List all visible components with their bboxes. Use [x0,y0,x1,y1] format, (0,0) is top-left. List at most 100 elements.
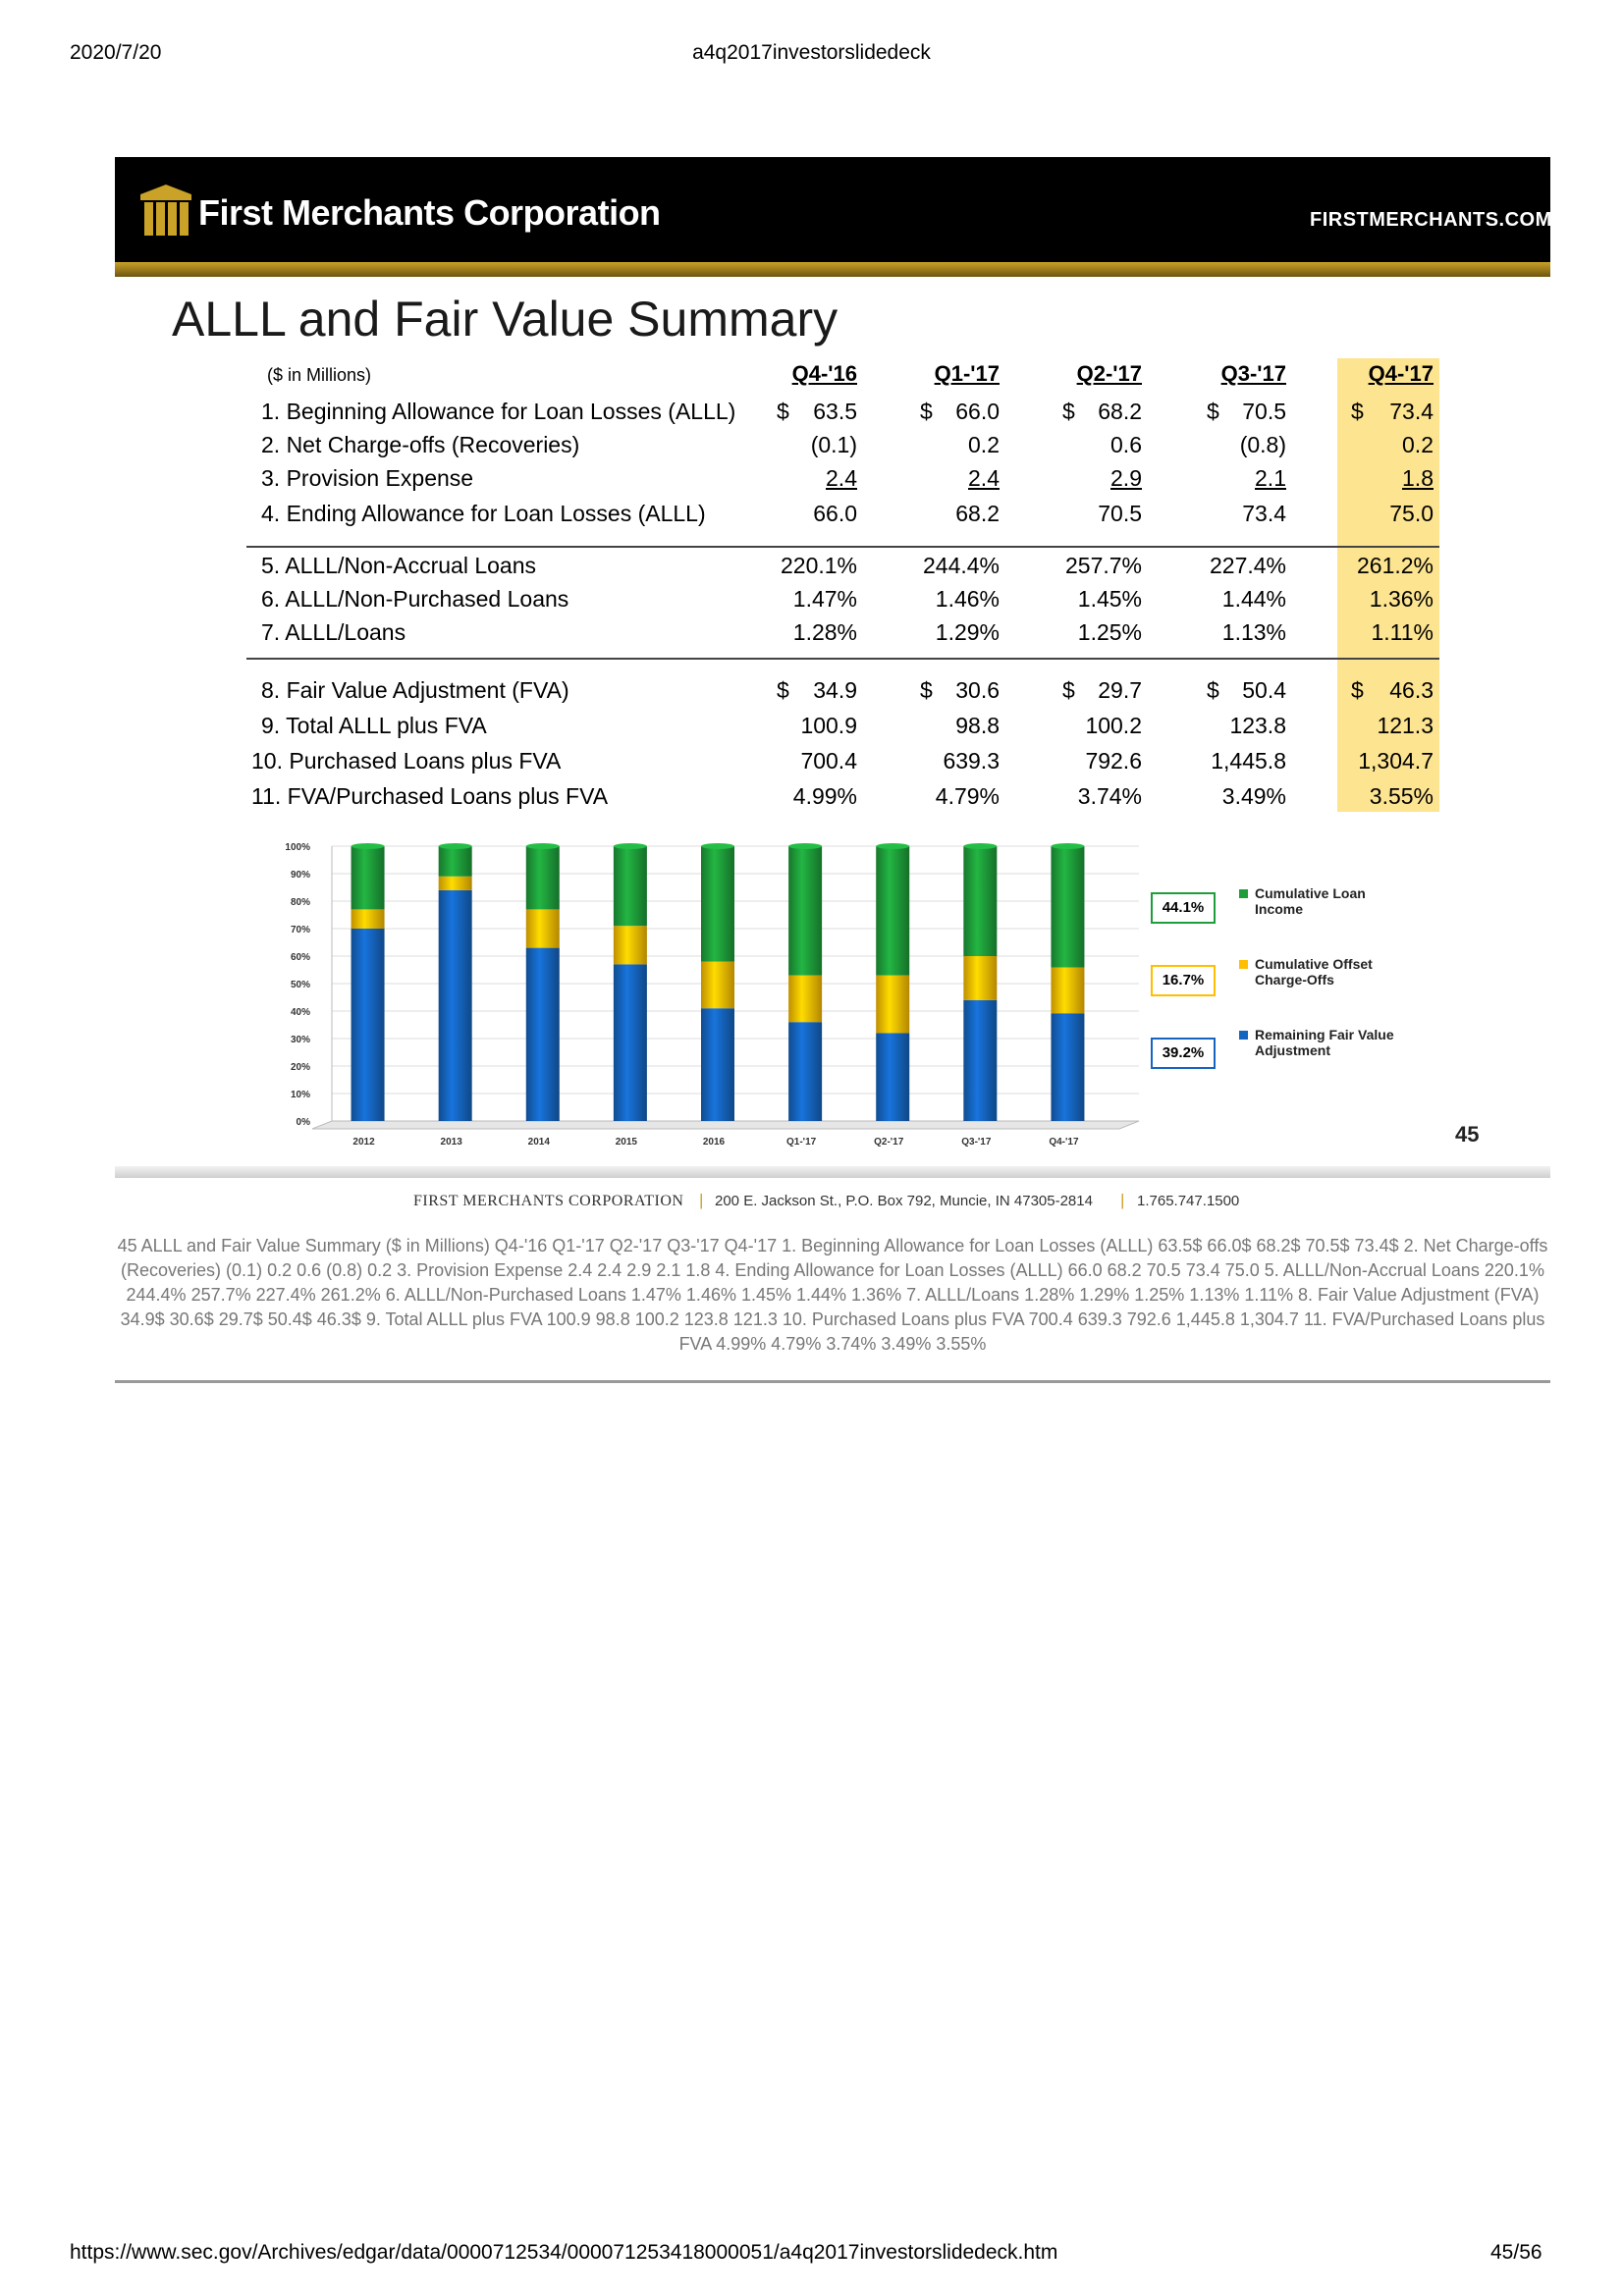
table-divider-1 [246,546,1439,548]
bar-segment [788,846,823,976]
column-header: Q4-'16 [791,361,857,386]
table-cell: 1.28% [792,619,857,645]
table-cell: 3.55% [1369,783,1434,809]
bar-segment [701,846,734,962]
table-cell: 1,304.7 [1358,748,1434,774]
bar-segment [963,846,998,956]
column-header: Q1-'17 [934,361,1000,386]
table-cell: 73.4 [1242,501,1286,526]
table-cell: 68.2 [1098,399,1142,424]
table-cell: 220.1% [780,553,857,578]
bar-cap [613,843,647,849]
table-cell: 66.0 [813,501,857,526]
table-cell: 66.0 [955,399,1000,424]
extracted-text-summary: 45 ALLL and Fair Value Summary ($ in Mil… [117,1236,1548,1354]
bar-segment [701,1008,734,1121]
table-cell: 3.74% [1077,783,1142,809]
legend-remaining-fva: Remaining Fair Value Adjustment [1255,1027,1394,1058]
table-cell: 1.29% [935,619,1000,645]
fva-stacked-bar-chart: 0% 10% 20% 30% 40% 50% 60% 70% 80% 90% 100% 2012 201… [285,842,1140,1148]
slide-footer-strip [115,1166,1550,1178]
y-tick-label: 60% [291,952,310,963]
x-tick-label: 2014 [528,1137,551,1148]
table-cell: 1.44% [1221,586,1286,612]
bottom-rule [115,1380,1550,1383]
table-cell: 98.8 [955,713,1000,738]
table-cell: 1.46% [935,586,1000,612]
table-cell: 1.47% [792,586,857,612]
bar-segment [876,1033,910,1121]
table-cell: 63.5 [813,399,857,424]
x-tick-label: 2015 [616,1137,638,1148]
dollar-sign: $ [1351,399,1364,424]
column-header: Q4-'17 [1368,361,1434,386]
dollar-sign: $ [777,399,789,424]
y-tick-label: 40% [291,1007,310,1018]
bar-segment [351,929,385,1121]
row-label: 2. Net Charge-offs (Recoveries) [261,432,580,457]
row-label: 3. Provision Expense [261,465,474,491]
table-cell: 123.8 [1229,713,1286,738]
legend-loan-income: Cumulative Loan Income [1255,885,1366,917]
legend-offset-chargeoffs: Cumulative Offset Charge-Offs [1255,956,1373,988]
x-tick-label: Q2-'17 [874,1137,904,1148]
table-cell: 1.25% [1077,619,1142,645]
company-site: FIRSTMERCHANTS.COM [1310,209,1552,231]
loan-income-annotation: 44.1% [1151,892,1216,924]
company-logo-icon [140,185,191,236]
table-cell: (0.8) [1239,432,1286,457]
bar-cap [788,843,823,849]
table-cell: 2.9 [1110,465,1142,491]
table-cell: 100.2 [1085,713,1142,738]
table-cell: 70.5 [1098,501,1142,526]
bar-segment [876,975,910,1034]
bar-segment [876,846,910,976]
x-tick-label: Q1-'17 [786,1137,817,1148]
dollar-sign: $ [1207,677,1219,703]
dollar-sign: $ [777,677,789,703]
bar-cap [438,843,472,849]
bar-segment [351,846,385,910]
table-cell: 2.4 [968,465,1000,491]
bar-segment [613,846,647,927]
table-cell: 3.49% [1221,783,1286,809]
table-cell: 1.8 [1402,465,1434,491]
remaining-fva-annotation: 39.2% [1151,1038,1216,1069]
y-tick-label: 100% [285,842,310,853]
bar-segment [438,846,472,877]
bar-segment [613,964,647,1121]
bar-segment [963,999,998,1121]
dollar-sign: $ [920,399,933,424]
table-cell: 30.6 [955,677,1000,703]
bar-segment [525,909,560,948]
slide-page-number: 45 [1455,1122,1480,1147]
table-cell: 244.4% [922,553,1000,578]
banner-gold-stripe [115,262,1550,277]
y-tick-label: 50% [291,980,310,990]
y-tick-label: 70% [291,925,310,935]
table-cell: 2.4 [826,465,857,491]
dollar-sign: $ [920,677,933,703]
row-label: 9. Total ALLL plus FVA [261,713,487,738]
row-label: 7. ALLL/Loans [261,619,406,645]
x-tick-label: Q3-'17 [961,1137,992,1148]
footer-sep-2: | [1120,1191,1125,1209]
table-cell: 792.6 [1085,748,1142,774]
print-url: https://www.sec.gov/Archives/edgar/data/… [70,2241,1058,2264]
bar-segment [788,975,823,1023]
table-cell: 121.3 [1377,713,1434,738]
print-page-number: 45/56 [1490,2241,1542,2264]
table-cell: 0.6 [1110,432,1142,457]
table-cell: 0.2 [968,432,1000,457]
dollar-sign: $ [1062,677,1075,703]
slide-banner [115,157,1550,262]
dollar-sign: $ [1207,399,1219,424]
footer-company: FIRST MERCHANTS CORPORATION [413,1193,684,1209]
row-label: 8. Fair Value Adjustment (FVA) [261,677,569,703]
dollar-sign: $ [1062,399,1075,424]
table-cell: 50.4 [1242,677,1286,703]
legend-swatch-offset [1239,960,1248,969]
table-cell: 639.3 [943,748,1000,774]
row-label: 4. Ending Allowance for Loan Losses (ALL… [261,501,706,526]
x-tick-label: 2016 [703,1137,726,1148]
